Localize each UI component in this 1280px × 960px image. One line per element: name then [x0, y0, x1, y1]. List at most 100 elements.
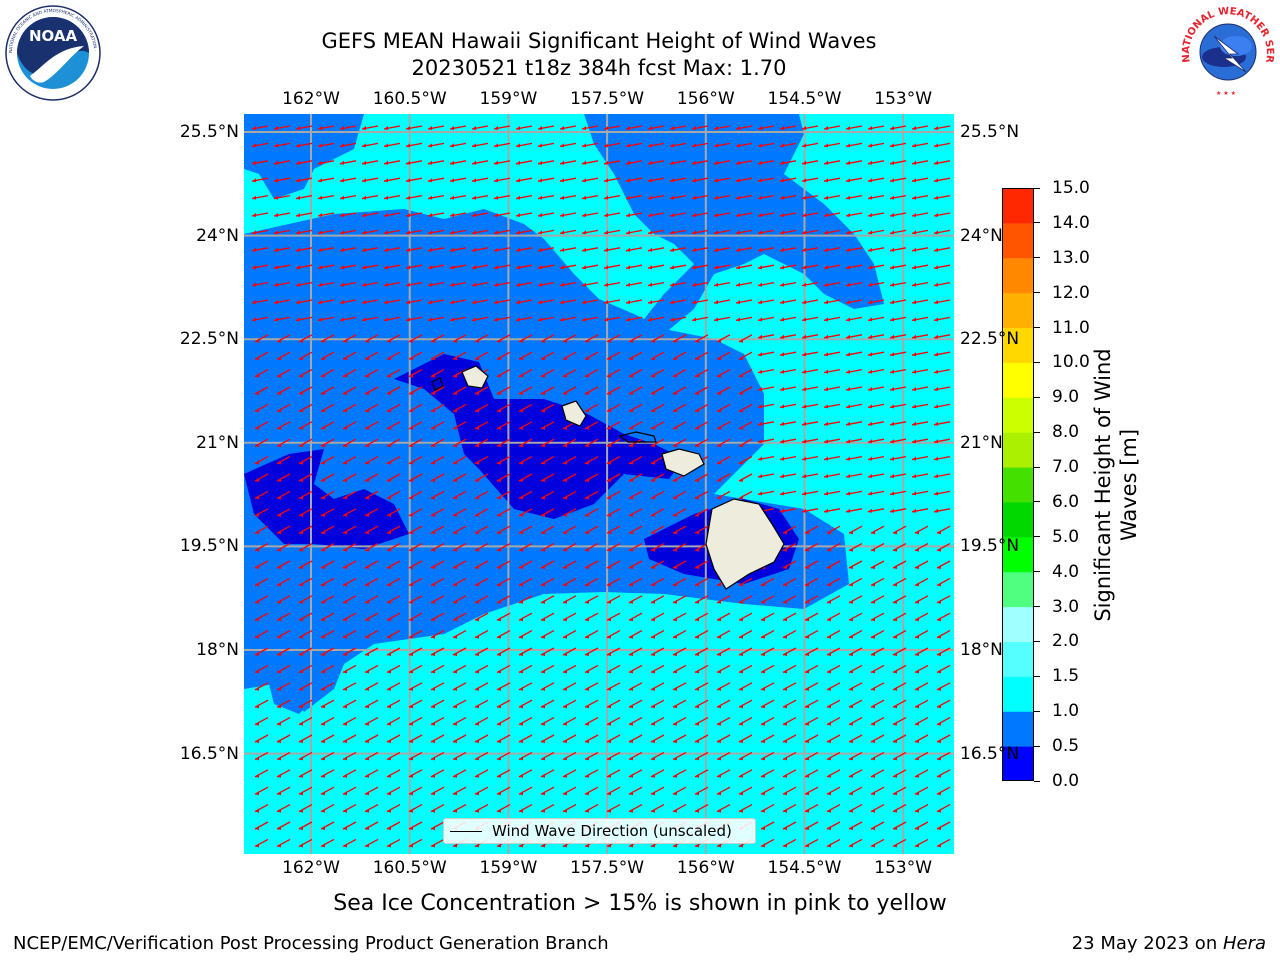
wave-vector-head — [893, 808, 897, 813]
wave-vector-head — [673, 791, 677, 796]
wave-vector-head — [673, 756, 677, 761]
wave-vector-head — [519, 530, 523, 535]
wave-vector-head — [824, 334, 828, 339]
wave-vector-head — [277, 391, 281, 395]
wave-vector-head — [692, 247, 696, 252]
wave-vector-head — [296, 230, 300, 235]
wave-vector-head — [868, 143, 872, 148]
wave-vector-head — [409, 443, 413, 448]
wave-vector-head — [516, 195, 520, 200]
wave-vector-head — [563, 443, 567, 448]
colorbar-tick — [1034, 222, 1040, 224]
wave-vector-head — [365, 756, 369, 761]
wave-vector-head — [428, 317, 432, 322]
lon-tick-label-top: 156°W — [676, 89, 735, 109]
wave-vector-head — [912, 178, 916, 183]
wave-vector-head — [849, 565, 853, 569]
wave-vector-head — [365, 582, 369, 587]
wave-vector-head — [868, 213, 872, 217]
wave-vector-head — [868, 195, 872, 200]
wave-vector-head — [299, 512, 303, 517]
wave-vector-head — [255, 425, 259, 430]
wave-vector-head — [717, 739, 721, 743]
wave-vector-head — [695, 478, 699, 482]
wave-vector-head — [937, 739, 941, 743]
wave-vector-head — [868, 474, 872, 478]
wave-vector-head — [607, 425, 611, 430]
wave-vector-head — [673, 547, 677, 552]
lon-tick-label-bottom: 159°W — [479, 858, 538, 878]
wave-vector-head — [761, 739, 765, 743]
wave-vector-head — [893, 565, 897, 569]
wave-vector-head — [890, 508, 894, 513]
wave-vector-head — [453, 704, 457, 709]
wave-vector-head — [318, 178, 322, 183]
wave-vector-head — [736, 247, 740, 252]
wave-vector-head — [541, 478, 545, 482]
wave-vector-head — [299, 808, 303, 813]
wave-vector-head — [321, 843, 325, 848]
wave-vector-head — [802, 508, 806, 513]
wave-vector-head — [692, 265, 696, 270]
wave-vector-head — [695, 599, 699, 604]
wave-vector-head — [607, 356, 611, 361]
wave-vector-head — [497, 547, 501, 552]
wave-vector-head — [937, 773, 941, 778]
wave-vector-head — [673, 356, 677, 361]
wave-vector-head — [783, 721, 787, 726]
wave-vector-head — [585, 460, 589, 465]
colorbar-segment — [1002, 257, 1034, 294]
wave-vector-head — [758, 247, 762, 252]
wave-vector-head — [497, 408, 501, 413]
wave-vector-head — [761, 669, 765, 674]
wave-vector-head — [538, 300, 542, 304]
wave-vector-head — [453, 669, 457, 674]
map-canvas[interactable] — [244, 114, 954, 854]
wave-vector-head — [780, 352, 784, 357]
wave-vector-head — [343, 652, 347, 656]
wave-vector-head — [428, 126, 432, 130]
colorbar-segment — [1002, 711, 1034, 747]
wave-vector-head — [321, 356, 325, 361]
wave-vector-head — [318, 230, 322, 235]
lon-tick-label-top: 160.5°W — [372, 89, 447, 109]
wave-vector-head — [299, 773, 303, 778]
wave-vector-head — [849, 721, 853, 726]
wave-vector-head — [802, 352, 806, 357]
wave-vector-head — [365, 599, 369, 604]
wave-vector-head — [472, 247, 476, 252]
wave-vector-head — [783, 686, 787, 691]
wave-vector-head — [519, 443, 523, 448]
wave-vector-head — [629, 443, 633, 448]
wave-vector-head — [255, 530, 259, 535]
wave-vector-head — [758, 265, 762, 270]
wave-vector-head — [362, 178, 366, 183]
wave-vector-head — [849, 634, 853, 639]
wave-vector-head — [321, 460, 325, 465]
wave-vector-head — [717, 495, 721, 500]
wave-vector-head — [846, 247, 850, 252]
wave-vector-head — [651, 547, 655, 552]
wave-vector-head — [431, 669, 435, 674]
wave-vector-head — [824, 300, 828, 304]
wave-vector-head — [365, 808, 369, 813]
wave-vector-head — [299, 460, 303, 465]
wave-vector-head — [868, 178, 872, 183]
wave-vector-head — [431, 443, 435, 448]
wave-vector-head — [805, 530, 809, 535]
wave-vector-head — [299, 669, 303, 674]
wave-vector-head — [736, 143, 740, 148]
wave-vector-head — [915, 599, 919, 604]
lat-tick-label-right: 18°N — [960, 640, 1003, 660]
wave-vector-head — [824, 160, 828, 165]
wave-vector-head — [255, 582, 259, 587]
wave-vector-head — [739, 652, 743, 656]
lat-tick-label-left: 22.5°N — [179, 329, 239, 350]
wave-vector-head — [497, 704, 501, 709]
wave-vector-head — [893, 652, 897, 656]
wave-vector-head — [783, 617, 787, 622]
wave-vector-head — [585, 356, 589, 361]
wave-vector-head — [472, 160, 476, 165]
wave-vector-head — [472, 126, 476, 130]
wave-vector-head — [519, 495, 523, 500]
